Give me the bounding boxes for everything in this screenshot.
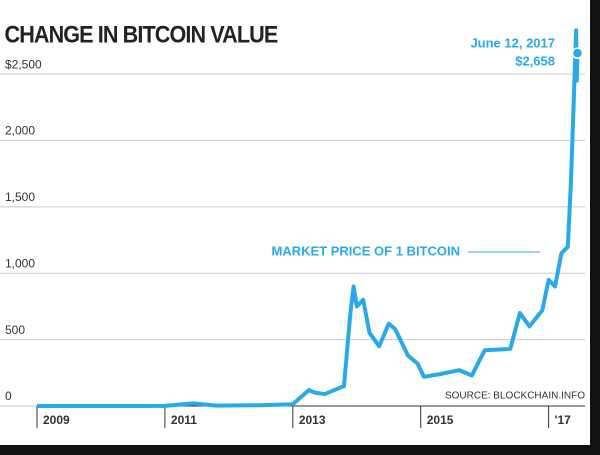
y-tick-label: 1,500 (5, 190, 35, 204)
y-tick-label: 0 (5, 389, 12, 403)
chart-title: CHANGE IN BITCOIN VALUE (5, 20, 279, 47)
legend-label: MARKET PRICE OF 1 BITCOIN (271, 243, 460, 258)
annotation-value: $2,658 (515, 53, 555, 68)
y-tick-label: 1,000 (5, 256, 35, 270)
x-tick-label: '17 (555, 413, 572, 427)
x-tick-label: 2009 (43, 413, 70, 427)
x-tick-label: 2015 (427, 413, 454, 427)
x-tick-label: 2011 (171, 413, 197, 427)
x-tick-label: 2013 (299, 413, 326, 427)
price-line (37, 28, 580, 408)
y-tick-label: 2,000 (5, 124, 35, 138)
source: SOURCE: BLOCKCHAIN.INFO (445, 391, 585, 402)
end-point (571, 47, 584, 59)
frame-right (590, 0, 600, 455)
y-tick-label: $2,500 (5, 57, 42, 71)
y-tick-label: 500 (5, 323, 25, 337)
annotation-date: June 12, 2017 (470, 35, 555, 50)
frame-bottom (0, 445, 600, 455)
